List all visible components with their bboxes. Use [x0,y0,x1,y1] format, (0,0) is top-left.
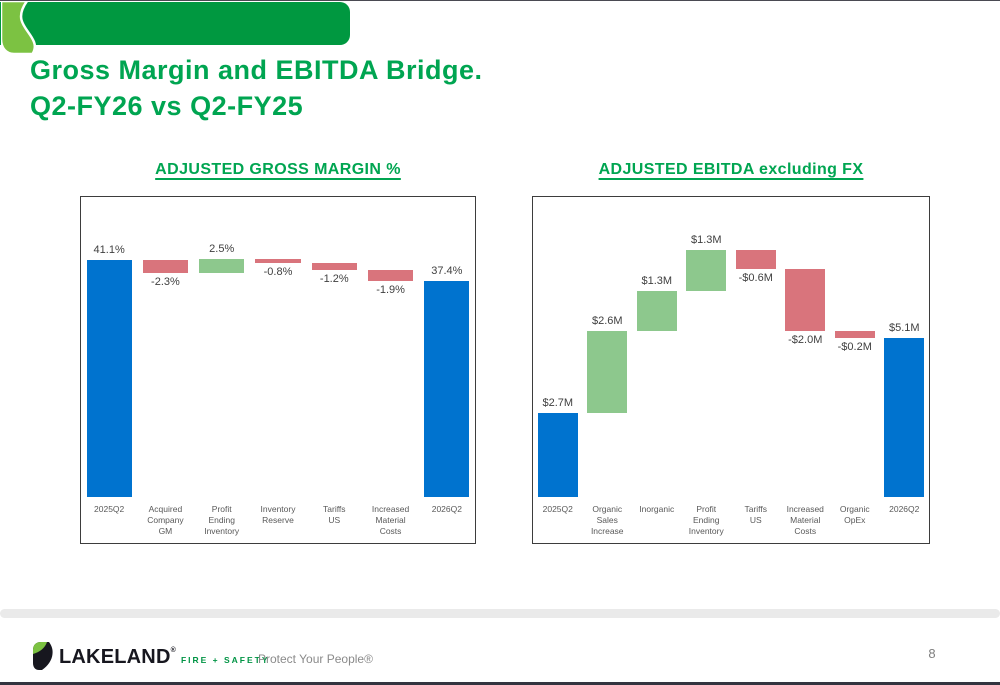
lakeland-wordmark: LAKELAND® [59,646,176,668]
bar-value-label: $1.3M [641,274,673,287]
lakeland-leaf-icon [1,1,37,55]
slide-title-line2: Q2-FY26 vs Q2-FY25 [30,90,304,121]
category-label: 2026Q2 [889,504,920,514]
category-label: Increased Material Costs [371,504,410,537]
bar-value-label: -$0.6M [738,271,773,284]
category-label: 2026Q2 [431,504,462,514]
bar-value-label: -2.3% [151,276,180,289]
bar-value-label: -$0.2M [837,340,872,353]
footer-divider-band [0,609,1000,618]
category-label: Tariffs US [744,504,768,526]
waterfall-bar-decrease [255,258,301,264]
category-label: 2025Q2 [542,504,573,514]
bar-value-label: -1.9% [376,284,405,297]
category-label: 2025Q2 [94,504,125,514]
gross-margin-chart-title: ADJUSTED GROSS MARGIN % [155,161,401,178]
waterfall-bar-increase [587,331,628,413]
waterfall-bar-total [884,337,925,497]
waterfall-bar-increase [636,290,677,332]
bar-value-label: 37.4% [431,265,463,278]
lakeland-logo: LAKELAND® FIRE + SAFETY [33,642,270,670]
gross-margin-chart: 41.1% 2025Q2 -2.3% Acquired Company GM 2.5% P… [80,196,476,544]
registered-mark: ® [170,647,176,654]
bar-value-label: $1.3M [690,234,722,247]
bar-value-label: $5.1M [888,321,920,334]
lakeland-logo-leaf-icon [33,642,53,670]
waterfall-bar-decrease [142,259,188,274]
waterfall-bar-decrease [735,250,776,269]
bar-value-label: $2.6M [591,315,623,328]
bar-value-label: 2.5% [209,242,235,255]
category-label: Acquired Company GM [147,504,184,537]
waterfall-bar-increase [199,258,245,274]
fire-safety-label: FIRE + SAFETY [180,655,270,665]
waterfall-bar-decrease [368,270,414,282]
category-label: Profit Ending Inventory [688,504,724,537]
waterfall-bar-decrease [834,331,875,338]
bar-value-label: 41.1% [93,243,125,256]
tagline: Protect Your People® [258,652,373,666]
category-label: Organic Sales Increase [590,504,624,537]
waterfall-bar-total [86,259,132,497]
header-green-bar [0,2,350,45]
category-label: Organic OpEx [839,504,870,526]
waterfall-bar-decrease [785,268,826,332]
page-number: 8 [928,646,936,661]
category-label: Inventory Reserve [260,504,296,526]
slide-title: Gross Margin and EBITDA Bridge. Q2-FY26 … [30,53,483,125]
waterfall-bar-increase [686,250,727,291]
slide-title-line1: Gross Margin and EBITDA Bridge. [30,55,483,85]
bar-value-label: $2.7M [542,396,574,409]
ebitda-chart-title: ADJUSTED EBITDA excluding FX [598,161,864,178]
category-label: Profit Ending Inventory [204,504,240,537]
bar-value-label: -1.2% [319,273,349,286]
bottom-border-strip [0,682,1000,685]
bar-value-label: -0.8% [263,266,293,279]
category-label: Increased Material Costs [786,504,824,537]
category-label: Inorganic [639,504,675,514]
waterfall-bar-total [537,412,578,497]
waterfall-bar-decrease [311,263,357,271]
waterfall-bar-total [424,281,470,497]
ebitda-chart: $2.7M 2025Q2 $2.6M Organic Sales Increase $1… [532,196,930,544]
category-label: Tariffs US [323,504,346,526]
bar-value-label: -$2.0M [788,334,823,347]
